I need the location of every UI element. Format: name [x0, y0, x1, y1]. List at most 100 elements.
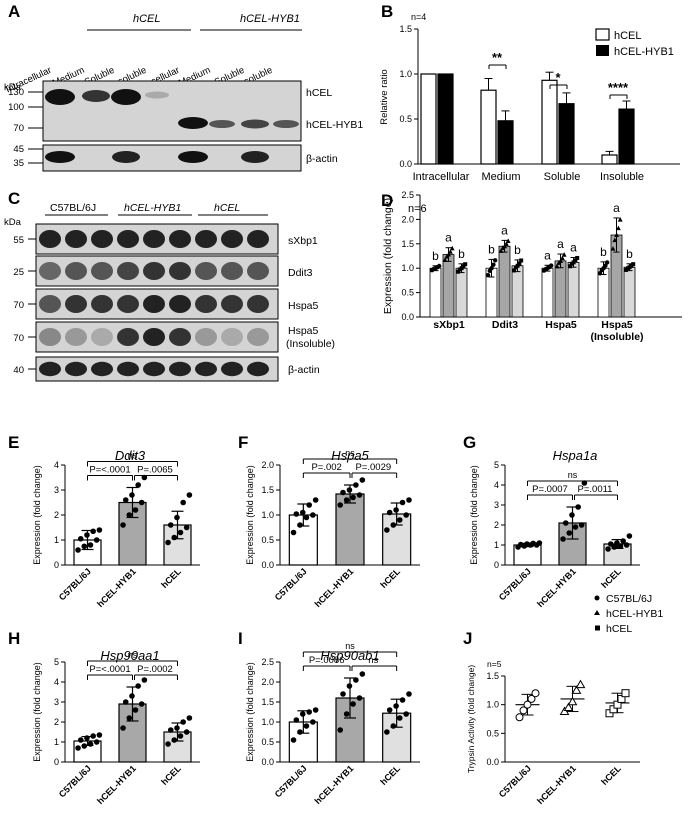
- y-tick-label: 4: [54, 677, 59, 687]
- y-tick-label: 0.0: [399, 159, 412, 169]
- data-point: [96, 732, 103, 738]
- data-point: [84, 735, 90, 741]
- data-point: [549, 263, 554, 268]
- panel-c-group-label: hCEL-HYB1: [124, 202, 181, 214]
- data-point: [353, 677, 359, 683]
- blot-band: [39, 230, 61, 248]
- panel-c-marker: 40: [13, 365, 24, 376]
- data-point: [519, 258, 524, 263]
- panel-a-kda: kDa: [4, 82, 22, 93]
- data-point: [87, 542, 94, 548]
- data-point: [489, 266, 494, 271]
- y-tick-label: 2.0: [261, 460, 274, 470]
- data-point: [559, 706, 570, 716]
- x-category-label: hCEL-HYB1: [535, 566, 578, 609]
- y-tick-label: 0.5: [261, 737, 274, 747]
- blot-band: [65, 328, 87, 346]
- data-point: [502, 243, 507, 249]
- data-point: [350, 701, 356, 707]
- x-category-label: hCEL: [159, 566, 183, 590]
- data-point: [180, 499, 186, 506]
- panel-label-b: B: [381, 2, 393, 21]
- legend-label: hCEL: [606, 623, 632, 635]
- panel-c-group-label: C57BL/6J: [50, 202, 96, 214]
- y-tick-label: 2.0: [261, 677, 274, 687]
- data-point: [569, 512, 575, 518]
- blot-band: [195, 361, 217, 377]
- panel-c-marker: 25: [13, 267, 24, 278]
- blot-band: [112, 151, 140, 163]
- x-category-label: hCEL-HYB1: [313, 566, 356, 609]
- data-point: [356, 492, 363, 498]
- ns-label: ns: [345, 641, 355, 651]
- y-tick-label: 0: [54, 757, 59, 767]
- panel-c-blot-label: Ddit3: [288, 267, 313, 279]
- legend-marker: [594, 610, 600, 615]
- panel-a-marker: 130: [8, 87, 24, 98]
- data-point: [573, 258, 578, 263]
- x-category-label: hCEL-HYB1: [535, 763, 578, 806]
- y-tick-label: 0: [494, 560, 499, 570]
- data-point: [563, 702, 574, 712]
- data-point: [571, 685, 582, 694]
- blot-band: [143, 230, 165, 248]
- x-category-label: C57BL/6J: [273, 763, 309, 799]
- blot-band: [117, 361, 139, 377]
- data-point: [560, 255, 565, 261]
- panel-title: Hspa1a: [553, 448, 598, 463]
- group-letter: a: [501, 223, 508, 237]
- data-point: [310, 512, 316, 518]
- data-point: [519, 706, 528, 715]
- blot-band: [143, 262, 165, 280]
- data-point: [621, 689, 630, 698]
- blot-band: [169, 230, 191, 248]
- data-point: [186, 715, 193, 721]
- data-point: [290, 529, 297, 536]
- panel-a-marker: 45: [13, 144, 24, 155]
- data-point: [165, 539, 171, 546]
- x-category-label: hCEL-HYB1: [95, 566, 138, 609]
- bar-hcel: [623, 266, 636, 318]
- data-point: [493, 258, 498, 263]
- panel-b-category-label: Medium: [481, 171, 520, 183]
- y-tick-label: 0.0: [261, 757, 274, 767]
- blot-band: [178, 151, 208, 163]
- x-category-label: hCEL-HYB1: [313, 763, 356, 806]
- data-point: [343, 711, 350, 717]
- blot-band: [221, 262, 243, 280]
- y-tick-label: 0.0: [486, 757, 499, 767]
- y-axis-label: Expression (fold change): [32, 662, 42, 762]
- bar-c57bl/6j: [597, 267, 610, 318]
- blot-band: [145, 91, 169, 99]
- data-point: [303, 723, 310, 729]
- data-point: [456, 269, 460, 274]
- data-point: [138, 499, 145, 506]
- y-tick-label: 5: [494, 460, 499, 470]
- blot-band: [91, 328, 113, 346]
- y-tick-label: 1.0: [261, 510, 274, 520]
- x-category-label: hCEL: [599, 763, 623, 787]
- blot-band: [273, 120, 299, 128]
- panel-a-marker: 70: [13, 123, 24, 134]
- panel-label-e: E: [8, 433, 19, 452]
- bar-hcel-hyb1: [437, 73, 454, 165]
- data-point: [81, 543, 88, 550]
- data-point: [515, 263, 520, 268]
- panel-c-blot-label: sXbp1: [288, 235, 318, 247]
- data-point: [306, 502, 313, 508]
- p-value-label: P=.0007: [532, 484, 568, 495]
- panel-c-marker: 55: [13, 235, 24, 246]
- y-tick-label: 0.5: [401, 288, 414, 298]
- data-point: [523, 700, 532, 709]
- data-point: [390, 522, 397, 528]
- data-point: [403, 512, 409, 518]
- data-point: [353, 482, 359, 488]
- y-tick-label: 2.0: [401, 214, 414, 224]
- blot-band: [91, 262, 113, 280]
- data-point: [515, 713, 524, 722]
- data-point: [290, 737, 297, 743]
- legend-label: hCEL: [614, 30, 642, 42]
- data-point: [530, 540, 536, 547]
- panel-c-kda: kDa: [4, 217, 22, 228]
- data-point: [560, 536, 566, 542]
